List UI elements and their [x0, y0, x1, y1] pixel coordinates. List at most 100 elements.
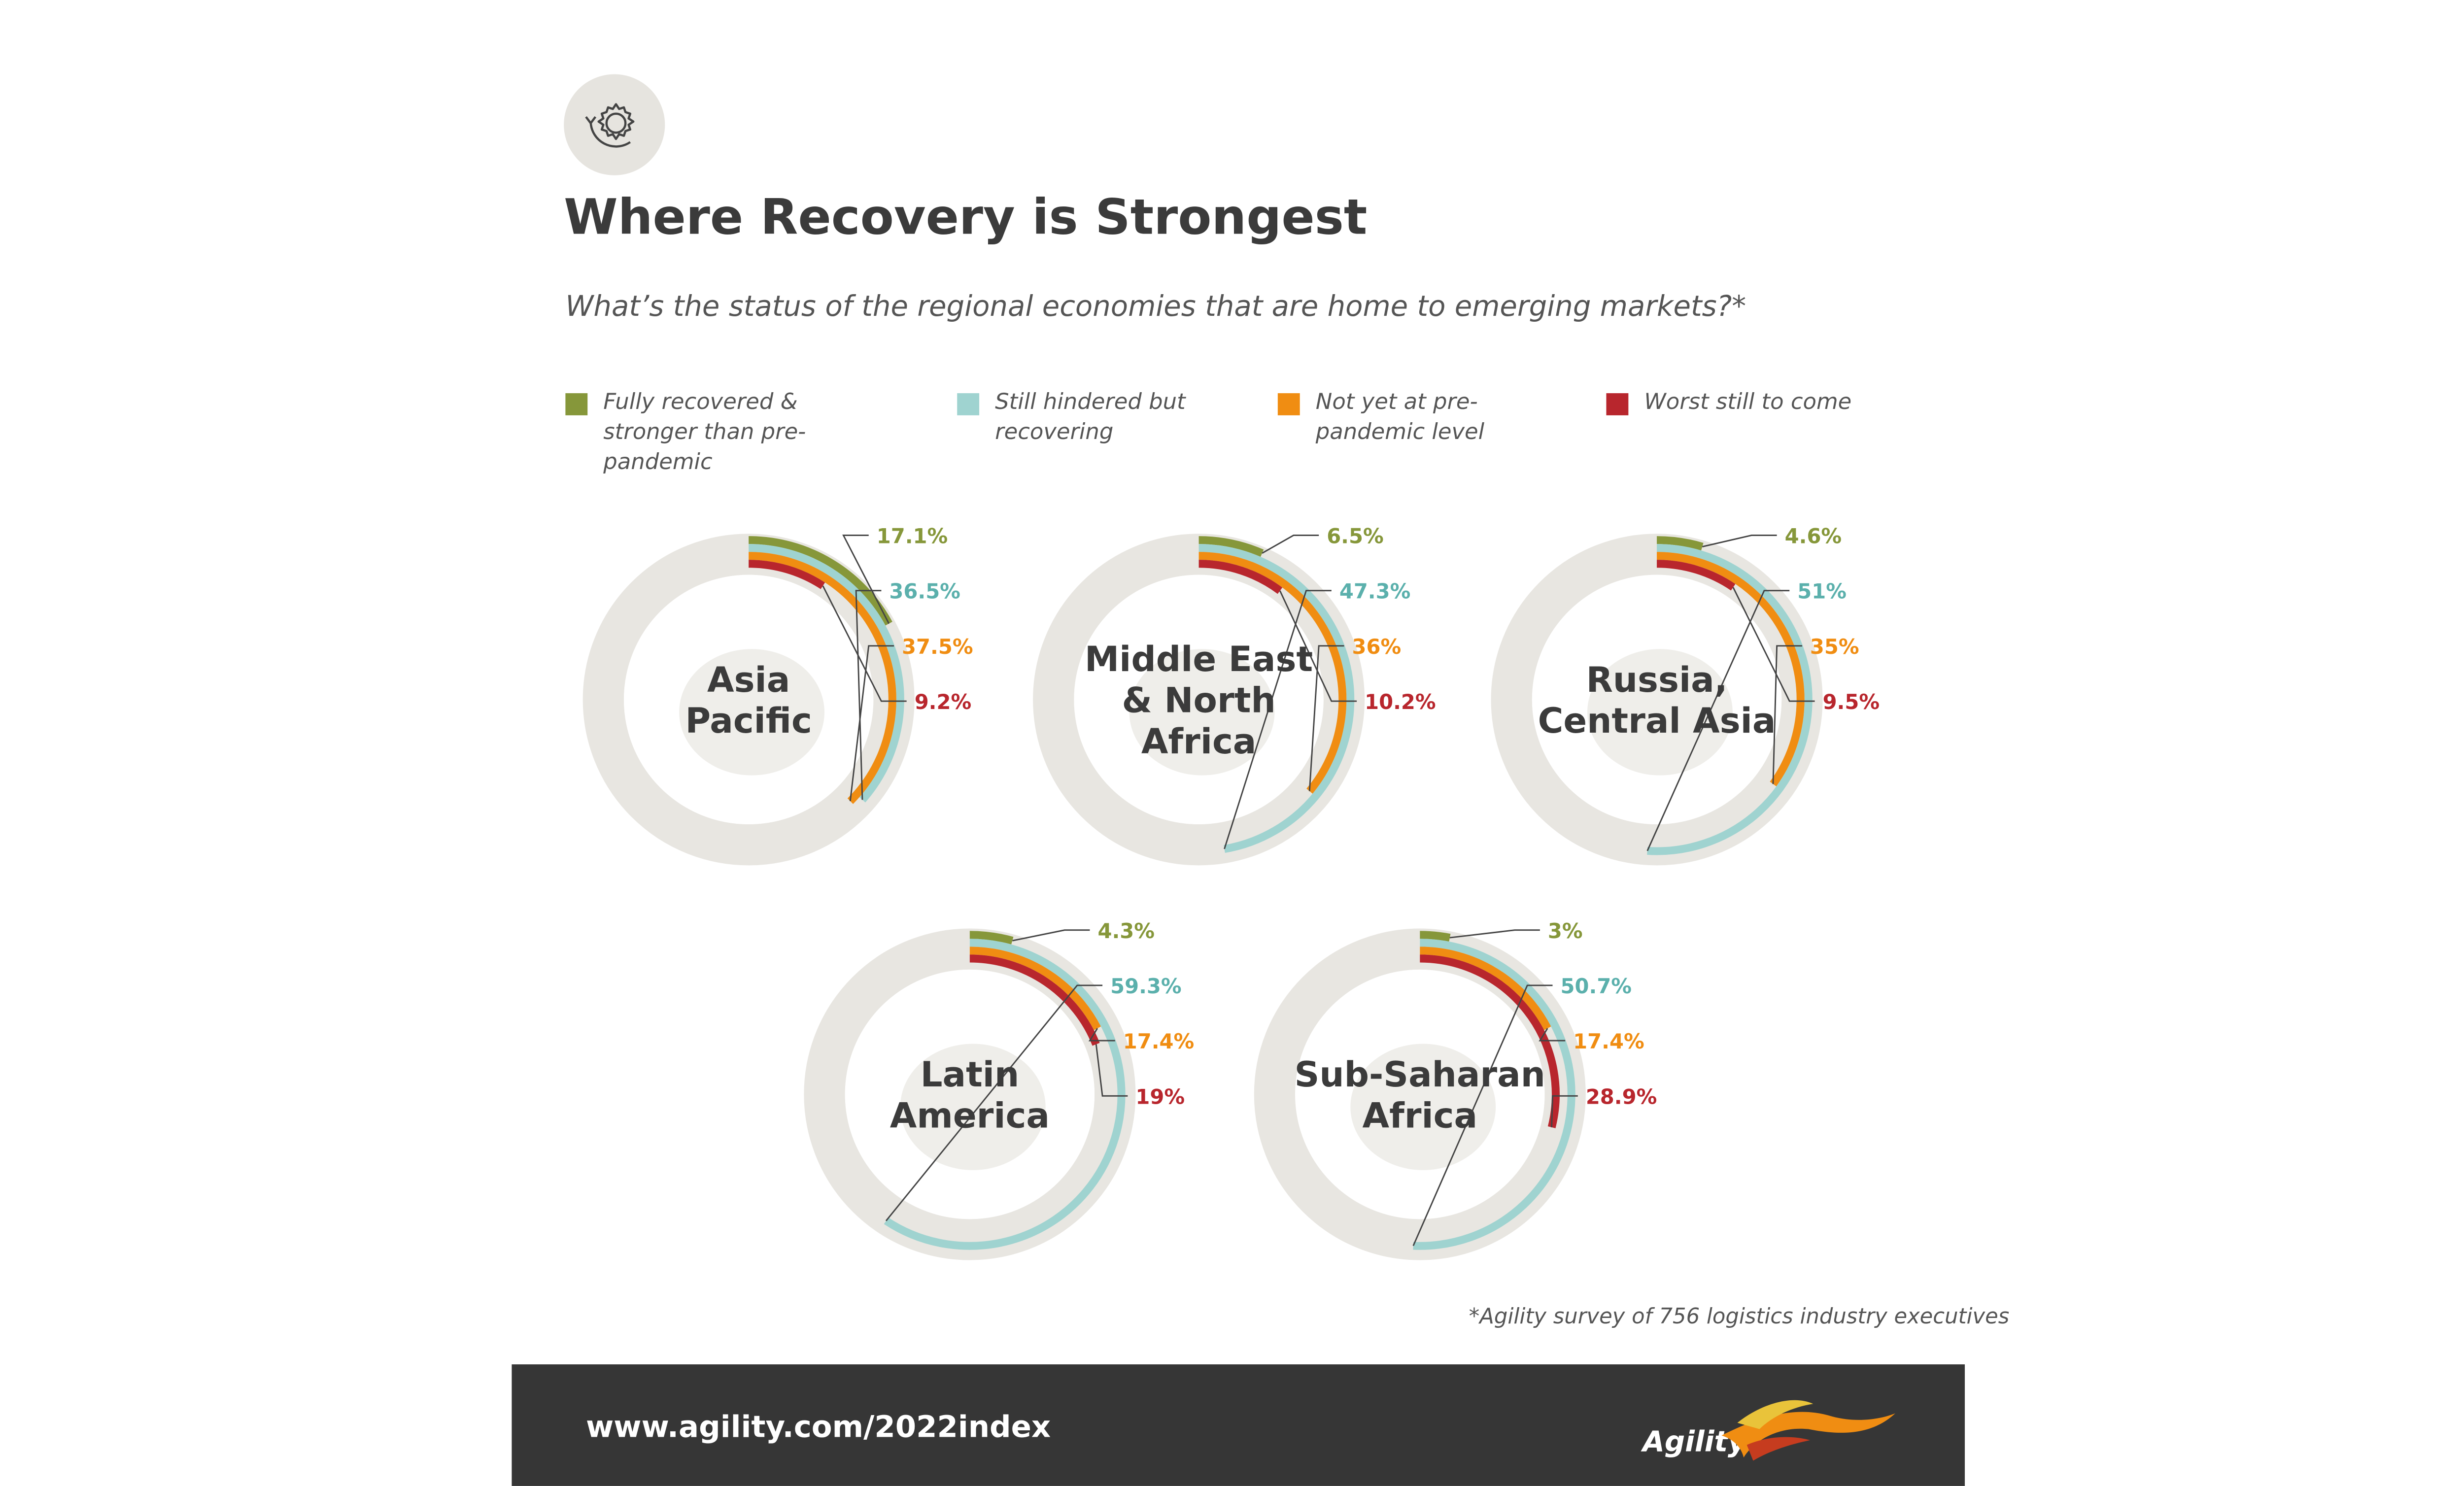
leader-line: [1539, 1028, 1566, 1042]
arc-worst-to-come: [1198, 560, 1283, 594]
region-label: Asia Pacific: [685, 660, 812, 741]
legend-swatch: [565, 393, 588, 415]
arc-not-yet: [1198, 552, 1347, 794]
data-label-worst-to-come: 28.9%: [1586, 1084, 1657, 1109]
footer: www.agility.com/2022index Agility: [512, 1364, 1965, 1486]
data-label-not-yet: 37.5%: [902, 635, 973, 659]
arc-not-yet: [969, 946, 1101, 1030]
region-label: Middle East & North Africa: [1085, 639, 1313, 762]
leader-line: [885, 984, 1103, 1221]
leader-line: [1088, 1028, 1115, 1042]
arc-fully-recovered: [969, 931, 1014, 945]
leader-line: [1449, 929, 1540, 939]
data-label-still-hindered: 51%: [1797, 579, 1847, 604]
data-label-not-yet: 17.4%: [1573, 1029, 1644, 1053]
leader-line: [1224, 590, 1332, 849]
logo-text: Agility: [1643, 1426, 1746, 1459]
arc-still-hindered: [884, 939, 1126, 1250]
region-map-silhouette: [1129, 649, 1275, 776]
data-label-not-yet: 35%: [1810, 635, 1859, 659]
leader-line: [822, 585, 907, 702]
arc-still-hindered: [1198, 544, 1355, 853]
arc-fully-recovered: [1420, 931, 1451, 942]
legend-label: Fully recovered & stronger than pre-pand…: [603, 390, 806, 475]
leader-line: [1772, 645, 1802, 784]
leader-line: [1412, 984, 1553, 1247]
radial-chart: 4.3% 59.3% 17.4% 19% Latin America: [804, 919, 1195, 1260]
arc-not-yet: [1420, 946, 1551, 1030]
leader-line: [1095, 1044, 1128, 1097]
arc-still-hindered: [1413, 939, 1575, 1250]
chart-track-ring: [1254, 928, 1586, 1260]
leader-line: [1732, 587, 1815, 702]
data-label-still-hindered: 50.7%: [1561, 974, 1632, 998]
agility-logo: Agility: [1630, 1388, 1899, 1475]
recovery-gear-icon: [564, 74, 665, 175]
data-label-fully-recovered: 3%: [1548, 919, 1583, 943]
legend-label: Not yet at pre-pandemic level: [1315, 390, 1485, 445]
arc-still-hindered: [749, 544, 904, 803]
arc-fully-recovered: [1198, 536, 1264, 557]
data-label-still-hindered: 36.5%: [889, 579, 960, 604]
data-label-not-yet: 17.4%: [1123, 1029, 1195, 1053]
data-label-worst-to-come: 10.2%: [1365, 690, 1436, 714]
region-map-silhouette: [679, 649, 825, 776]
radial-chart: 17.1% 36.5% 37.5% 9.2% Asia Pacific: [582, 524, 973, 866]
leader-line: [1308, 645, 1344, 791]
footnote: *Agility survey of 756 logistics industr…: [1469, 1304, 2010, 1330]
leader-line: [855, 590, 882, 800]
legend-label: Still hindered but recovering: [995, 390, 1186, 445]
arc-worst-to-come: [969, 954, 1100, 1046]
region-map-silhouette: [900, 1044, 1046, 1170]
region-label: Sub-Saharan Africa: [1295, 1054, 1545, 1136]
leader-line: [849, 645, 894, 802]
data-label-fully-recovered: 4.3%: [1097, 919, 1155, 943]
arc-fully-recovered: [1656, 536, 1704, 551]
leader-line: [1279, 590, 1357, 702]
data-label-fully-recovered: 4.6%: [1785, 524, 1842, 548]
data-label-worst-to-come: 19%: [1135, 1084, 1185, 1109]
arc-not-yet: [749, 552, 896, 804]
arc-worst-to-come: [1420, 954, 1560, 1128]
leader-line: [1262, 535, 1319, 554]
leader-line: [1551, 1095, 1578, 1128]
legend-swatch: [1606, 393, 1629, 415]
region-map-silhouette: [1350, 1044, 1496, 1170]
page-title: Where Recovery is Strongest: [564, 189, 1368, 246]
data-label-still-hindered: 47.3%: [1339, 579, 1411, 604]
region-label: Russia, Central Asia: [1538, 660, 1776, 741]
data-label-worst-to-come: 9.5%: [1823, 690, 1880, 714]
radial-chart: 4.6% 51% 35% 9.5% Russia, Central Asia: [1491, 524, 1880, 866]
arc-not-yet: [1657, 552, 1805, 786]
data-label-not-yet: 36%: [1352, 635, 1401, 659]
data-label-fully-recovered: 17.1%: [877, 524, 948, 548]
data-label-worst-to-come: 9.2%: [915, 690, 972, 714]
legend-item-still-hindered: Still hindered but recovering: [957, 388, 1216, 448]
arc-fully-recovered: [749, 536, 892, 626]
arc-worst-to-come: [749, 560, 825, 589]
radial-chart: 6.5% 47.3% 36% 10.2% Middle East & North Afric…: [1033, 524, 1436, 866]
radial-chart: 3% 50.7% 17.4% 28.9% Sub-Saharan Africa: [1254, 919, 1657, 1260]
agility-bird-icon: [1721, 1400, 1895, 1461]
leader-line: [1702, 535, 1777, 547]
legend-item-fully-recovered: Fully recovered & stronger than pre-pand…: [565, 388, 880, 478]
leader-line: [842, 535, 890, 624]
legend-swatch: [1277, 393, 1300, 415]
footer-url-link[interactable]: www.agility.com/2022index: [586, 1410, 1051, 1445]
region-label: Latin America: [890, 1054, 1050, 1136]
chart-track-ring: [804, 928, 1136, 1260]
data-label-fully-recovered: 6.5%: [1327, 524, 1384, 548]
leader-line: [1646, 590, 1790, 851]
data-label-still-hindered: 59.3%: [1110, 974, 1182, 998]
region-map-silhouette: [1587, 649, 1733, 776]
page-subtitle: What’s the status of the regional econom…: [565, 290, 1746, 324]
legend-label: Worst still to come: [1644, 390, 1852, 415]
arc-worst-to-come: [1657, 560, 1736, 591]
legend-swatch: [957, 393, 980, 415]
legend-item-worst-to-come: Worst still to come: [1606, 388, 1928, 418]
legend-item-not-yet: Not yet at pre-pandemic level: [1277, 388, 1537, 448]
arc-still-hindered: [1647, 544, 1813, 855]
leader-line: [1012, 929, 1090, 942]
